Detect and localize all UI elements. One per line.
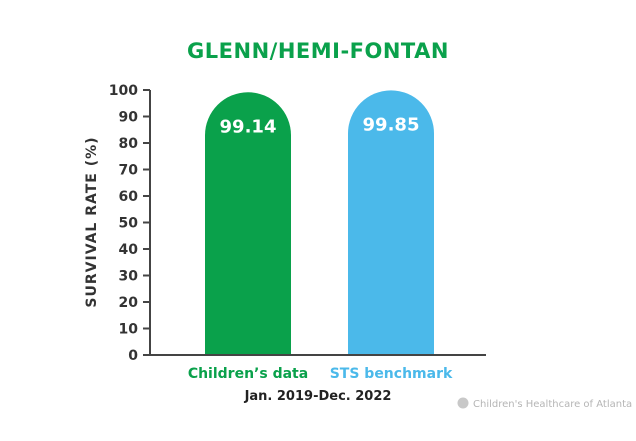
y-tick-label: 80	[119, 136, 139, 152]
y-tick-label: 100	[109, 83, 138, 99]
category-label: STS benchmark	[330, 366, 453, 382]
bar-sts-benchmark	[348, 90, 434, 356]
y-tick-label: 60	[119, 189, 139, 205]
y-tick-label: 70	[119, 163, 139, 179]
y-tick-label: 90	[119, 110, 139, 126]
category-label: Children’s data	[188, 366, 308, 382]
y-tick-label: 50	[119, 216, 139, 232]
footer-credit: Children's Healthcare of Atlanta	[473, 399, 632, 410]
y-tick-label: 30	[119, 269, 139, 285]
bar-value-label: 99.14	[220, 116, 277, 137]
footer-logo: Children's Healthcare of Atlanta	[457, 397, 632, 410]
x-axis-label: Jan. 2019-Dec. 2022	[244, 389, 392, 404]
y-tick-label: 0	[128, 348, 138, 364]
bar-childrens-data	[205, 92, 291, 355]
y-tick-label: 40	[119, 242, 139, 258]
y-axis-label: SURVIVAL RATE (%)	[84, 136, 100, 307]
bar-value-label: 99.85	[363, 114, 420, 135]
y-tick-label: 20	[119, 295, 139, 311]
childrens-healthcare-logo-icon	[457, 397, 469, 409]
y-tick-label: 10	[119, 322, 139, 338]
chart-title: GLENN/HEMI-FONTAN	[187, 39, 449, 63]
